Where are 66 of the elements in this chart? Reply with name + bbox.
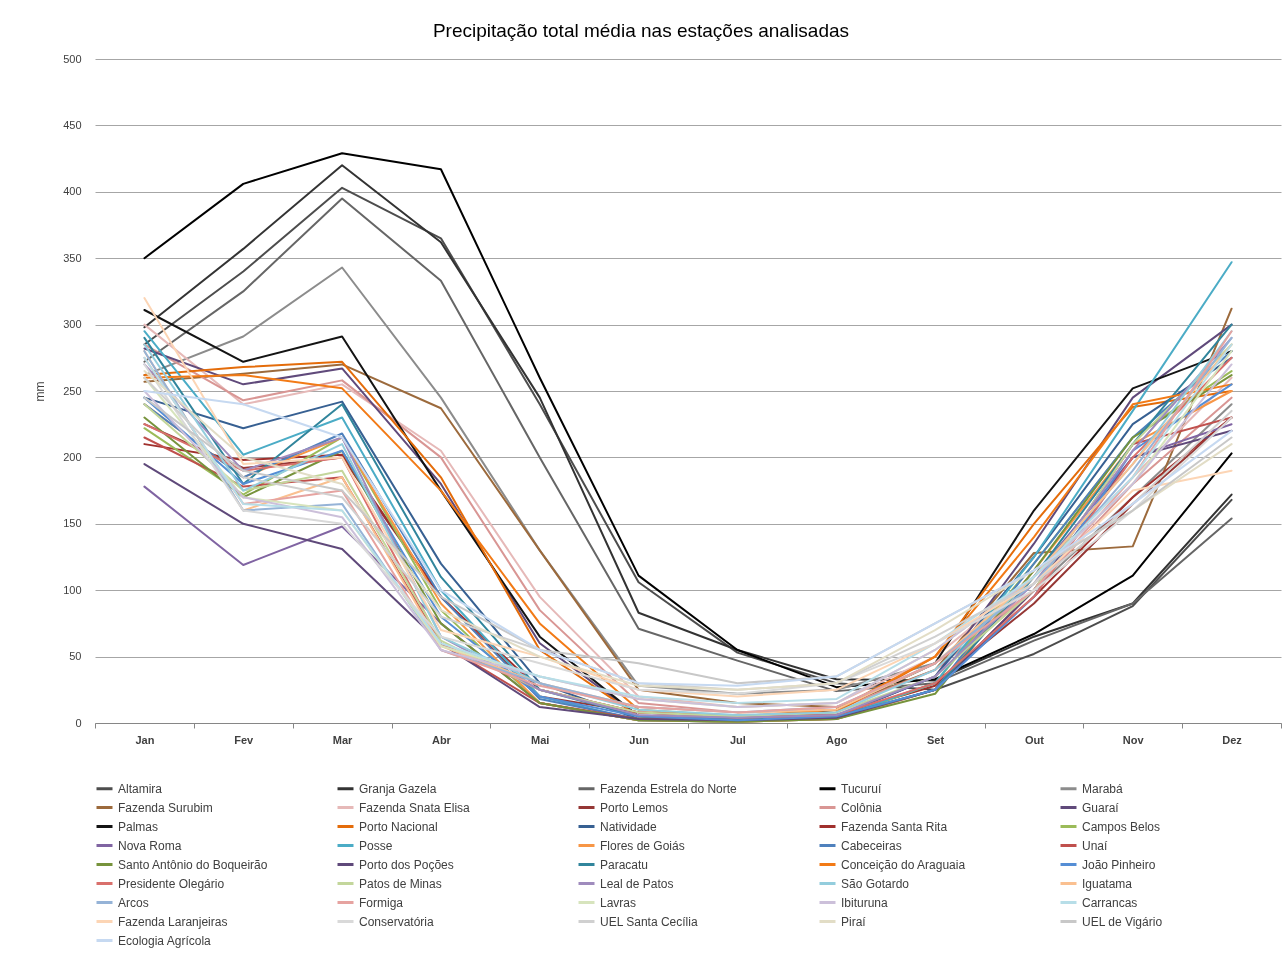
legend-label: Porto dos Poções xyxy=(359,857,454,872)
x-tick-label: Dez xyxy=(1222,733,1243,746)
legend-label: Conservatória xyxy=(359,914,435,929)
x-tick-label: Out xyxy=(1024,733,1045,746)
x-tick-label: Jan xyxy=(135,733,155,746)
legend-label: Carrancas xyxy=(1082,895,1138,910)
y-axis-title: mm xyxy=(33,381,48,402)
legend-label: Fazenda Estrela do Norte xyxy=(600,781,738,796)
legend-label: UEL de Vigário xyxy=(1082,914,1163,929)
legend-label: Lavras xyxy=(600,895,637,910)
x-tick-label: Nov xyxy=(1122,733,1145,746)
legend-label: Marabá xyxy=(1082,781,1124,796)
legend-label: Santo Antônio do Boqueirão xyxy=(118,857,268,872)
legend-label: Porto Nacional xyxy=(359,819,438,834)
legend-label: Fazenda Surubim xyxy=(118,800,213,815)
legend-label: Natividade xyxy=(600,819,658,834)
legend-label: Guaraí xyxy=(1082,800,1120,815)
x-tick-label: Set xyxy=(927,733,945,746)
legend-label: Conceição do Araguaia xyxy=(841,857,966,872)
chart-title: Precipitação total média nas estações analisadas xyxy=(432,20,850,41)
legend-label: Fazenda Santa Rita xyxy=(841,819,948,834)
legend-label: Leal de Patos xyxy=(600,876,674,891)
x-tick-label: Jul xyxy=(729,733,746,746)
legend-label: Cabeceiras xyxy=(841,838,902,853)
y-tick-label: 200 xyxy=(63,450,82,463)
y-tick-label: 400 xyxy=(63,185,82,198)
legend-label: São Gotardo xyxy=(841,876,910,891)
legend-label: Iguatama xyxy=(1082,876,1133,891)
legend-label: Nova Roma xyxy=(118,838,182,853)
y-tick-label: 50 xyxy=(69,650,82,663)
legend-label: Ibituruna xyxy=(841,895,889,910)
y-tick-label: 300 xyxy=(63,318,82,331)
legend-label: Patos de Minas xyxy=(359,876,442,891)
legend-label: Formiga xyxy=(359,895,404,910)
legend-label: Fazenda Laranjeiras xyxy=(118,914,228,929)
legend-label: Granja Gazela xyxy=(359,781,437,796)
legend-label: Arcos xyxy=(118,895,149,910)
legend-label: Fazenda Snata Elisa xyxy=(359,800,471,815)
y-tick-label: 500 xyxy=(63,52,82,65)
y-tick-label: 100 xyxy=(63,583,82,596)
x-tick-label: Jun xyxy=(629,733,650,746)
y-tick-label: 250 xyxy=(63,384,82,397)
legend-label: Campos Belos xyxy=(1082,819,1161,834)
legend-label: Piraí xyxy=(841,914,867,929)
x-tick-label: Mar xyxy=(332,733,354,746)
legend-label: Paracatu xyxy=(600,857,649,872)
legend-label: Altamira xyxy=(118,781,163,796)
x-tick-label: Ago xyxy=(826,733,848,746)
legend-label: Palmas xyxy=(118,819,159,834)
legend-label: UEL Santa Cecília xyxy=(600,914,698,929)
legend-label: Porto Lemos xyxy=(600,800,669,815)
legend-label: Tucuruí xyxy=(841,781,882,796)
x-tick-label: Abr xyxy=(431,733,452,746)
legend-label: Posse xyxy=(359,838,393,853)
legend-label: Ecologia Agrícola xyxy=(118,933,212,948)
y-tick-label: 150 xyxy=(63,517,82,530)
legend-label: Presidente Olegário xyxy=(118,876,225,891)
legend-label: Unaí xyxy=(1082,838,1109,853)
legend-label: João Pinheiro xyxy=(1082,857,1156,872)
y-tick-label: 0 xyxy=(75,716,82,729)
x-tick-label: Fev xyxy=(234,733,255,746)
x-tick-label: Mai xyxy=(531,733,550,746)
y-tick-label: 450 xyxy=(63,118,82,131)
legend-label: Flores de Goiás xyxy=(600,838,685,853)
legend-label: Colônia xyxy=(841,800,883,815)
y-tick-label: 350 xyxy=(63,251,82,264)
